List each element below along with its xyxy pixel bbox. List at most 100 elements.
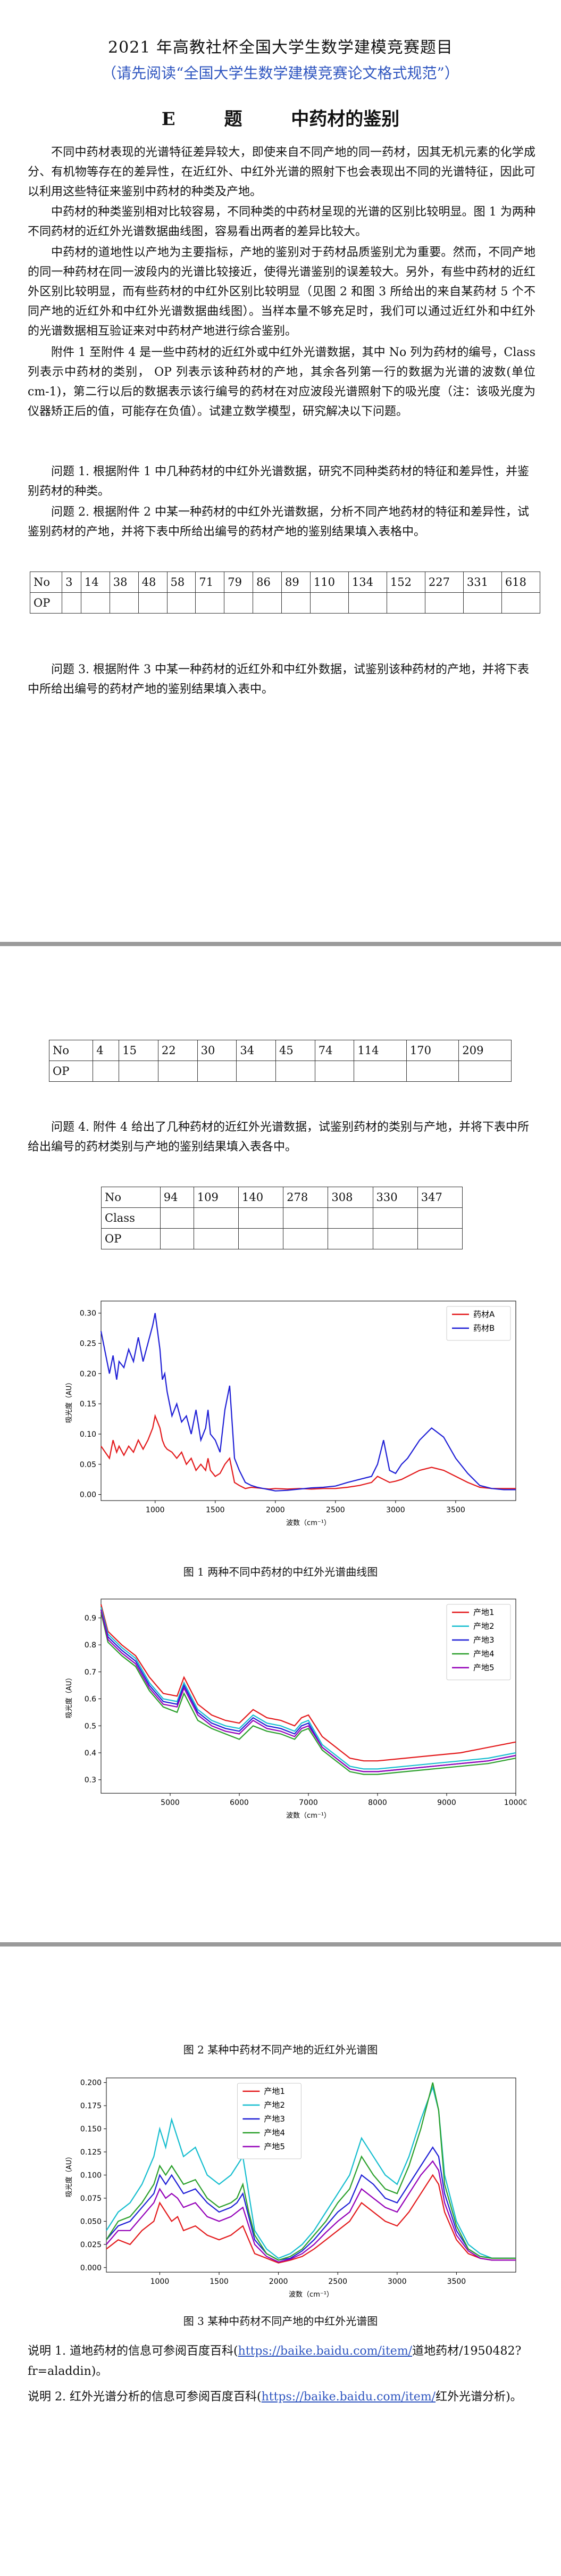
table-cell — [283, 1228, 329, 1249]
table-row: Class — [101, 1207, 463, 1229]
legend-label: 产地2 — [473, 1621, 495, 1631]
note-2-prefix: 说明 2. 红外光谱分析的信息可参阅百度百科( — [28, 2390, 262, 2404]
x-tick-label: 9000 — [437, 1799, 456, 1807]
question-4: 问题 4. 附件 4 给出了几种药材的近红外光谱数据，试鉴别药材的类别与产地，并… — [28, 1121, 529, 1154]
table-cell: 114 — [354, 1040, 407, 1061]
note-1-prefix: 说明 1. 道地药材的信息可参阅百度百科( — [28, 2345, 238, 2358]
table-cell: 209 — [458, 1040, 512, 1061]
table-cell — [348, 592, 387, 614]
table-cell — [417, 1207, 463, 1229]
y-tick-label: 0.15 — [80, 1400, 96, 1409]
x-tick-label: 6000 — [230, 1799, 249, 1807]
y-axis-label: 吸光度（AU） — [65, 1674, 73, 1718]
legend-label: 产地3 — [264, 2114, 285, 2124]
y-tick-label: 0.075 — [80, 2194, 102, 2203]
x-tick-label: 10000 — [504, 1799, 526, 1807]
table-cell: 22 — [157, 1040, 198, 1061]
figure-2-chart: 5000 6000 7000 8000 9000 10000 0.3 0.4 0.5 0.6 0.7… — [65, 1598, 526, 1820]
x-tick-label: 3000 — [388, 2277, 407, 2286]
table-cell — [417, 1228, 463, 1249]
table-cell: 38 — [109, 571, 139, 593]
table-row: No 94 109 140 278 308 330 347 — [101, 1187, 463, 1208]
table-cell — [193, 1207, 239, 1229]
legend-label: 产地5 — [264, 2142, 285, 2151]
y-tick-label: 0.8 — [85, 1641, 96, 1650]
y-tick-label: 0.25 — [80, 1340, 96, 1348]
table-cell: 74 — [314, 1040, 355, 1061]
table-cell — [386, 592, 425, 614]
y-tick-label: 0.4 — [85, 1749, 96, 1758]
table-row: No 4 15 22 30 34 45 74 114 170 209 — [48, 1040, 512, 1061]
table-cell — [119, 1061, 158, 1082]
note-2-link[interactable]: https://baike.baidu.com/item/ — [261, 2390, 436, 2404]
table-cell: 30 — [197, 1040, 237, 1061]
y-tick-label: 0.100 — [80, 2172, 102, 2180]
table-cell — [62, 592, 81, 614]
x-axis-label: 波数（cm⁻¹） — [286, 1812, 331, 1820]
table-cell: 347 — [417, 1187, 463, 1208]
note-1-link[interactable]: https://baike.baidu.com/item/ — [238, 2345, 413, 2358]
x-tick-label: 1000 — [150, 2277, 170, 2286]
paragraph-4: 附件 1 至附件 4 是一些中药材的近红外或中红外光谱数据，其中 No 列为药材… — [28, 346, 535, 418]
page-break — [0, 1942, 561, 1947]
legend-label: 产地1 — [473, 1608, 495, 1617]
y-tick-label: 0.3 — [85, 1776, 96, 1785]
table-cell — [193, 1228, 239, 1249]
table-cell: 14 — [80, 571, 110, 593]
table-cell: 71 — [195, 571, 225, 593]
y-tick-label: 0.5 — [85, 1722, 96, 1730]
table-cell: 308 — [328, 1187, 373, 1208]
table-cell: 86 — [253, 571, 282, 593]
problem-heading: E 题 中药材的鉴别 — [161, 109, 400, 130]
table-cell: 278 — [283, 1187, 329, 1208]
table-cell — [372, 1228, 418, 1249]
table-cell — [138, 592, 168, 614]
table-cell — [275, 1061, 315, 1082]
paragraph-3: 中药材的道地性以产地为主要指标，产地的鉴别对于药材品质鉴别尤为重要。然而，不同产… — [28, 246, 535, 338]
page-break — [0, 942, 561, 946]
table-cell: No — [101, 1187, 161, 1208]
note-2-suffix: 红外光谱分析)。 — [436, 2390, 522, 2404]
legend-label: 药材A — [473, 1310, 495, 1319]
legend-label: 产地4 — [473, 1649, 495, 1659]
legend-label: 产地3 — [473, 1635, 495, 1645]
table-cell: 170 — [406, 1040, 459, 1061]
x-tick-label: 1000 — [146, 1506, 165, 1514]
y-tick-label: 0.20 — [80, 1370, 96, 1378]
table-cell: No — [29, 571, 63, 593]
y-tick-label: 0.175 — [80, 2102, 102, 2110]
table-cell — [157, 1061, 198, 1082]
table-question-4: No 94 109 140 278 308 330 347 Class OP — [101, 1187, 463, 1249]
table-row: OP — [29, 592, 541, 614]
note-1: 说明 1. 道地药材的信息可参阅百度百科(https://baike.baidu… — [28, 2341, 535, 2382]
table-cell — [109, 592, 139, 614]
y-tick-label: 0.000 — [80, 2264, 102, 2272]
x-tick-label: 2500 — [328, 2277, 347, 2286]
table-question-2: No 3 14 38 48 58 71 79 86 89 110 134 152 227 331 618 OP — [29, 571, 541, 614]
table-row: OP — [48, 1061, 512, 1082]
table-cell — [463, 592, 502, 614]
y-tick-label: 0.00 — [80, 1491, 96, 1500]
y-tick-label: 0.200 — [80, 2079, 102, 2088]
paragraph-1: 不同中药材表现的光谱特征差异较大，即使来自不同产地的同一药材，因其无机元素的化学… — [28, 146, 535, 198]
x-tick-label: 2000 — [269, 2277, 288, 2286]
question-1: 问题 1. 根据附件 1 中几种药材的中红外光谱数据，研究不同种类药材的特征和差… — [28, 465, 529, 498]
table-cell: 79 — [224, 571, 254, 593]
series-line — [106, 2160, 516, 2263]
y-tick-label: 0.6 — [85, 1695, 96, 1704]
legend-box — [446, 1604, 511, 1680]
figure-1-chart: 1000 1500 2000 2500 3000 3500 0.00 0.05 0.10 0.15… — [65, 1301, 516, 1527]
figure-3-chart: 1000 1500 2000 2500 3000 3500 0.000 0.025 0.050 0… — [65, 2077, 516, 2299]
x-tick-label: 3500 — [447, 2277, 466, 2286]
x-tick-label: 1500 — [210, 2277, 229, 2286]
y-tick-label: 0.10 — [80, 1430, 96, 1439]
table-cell: 227 — [424, 571, 464, 593]
table-cell — [314, 1061, 355, 1082]
table-cell — [197, 1061, 237, 1082]
table-cell: 48 — [138, 571, 168, 593]
table-cell: 330 — [372, 1187, 418, 1208]
x-tick-label: 2000 — [266, 1506, 285, 1514]
legend-label: 产地4 — [264, 2128, 285, 2138]
table-cell — [238, 1207, 284, 1229]
plot-area — [106, 2077, 516, 2273]
